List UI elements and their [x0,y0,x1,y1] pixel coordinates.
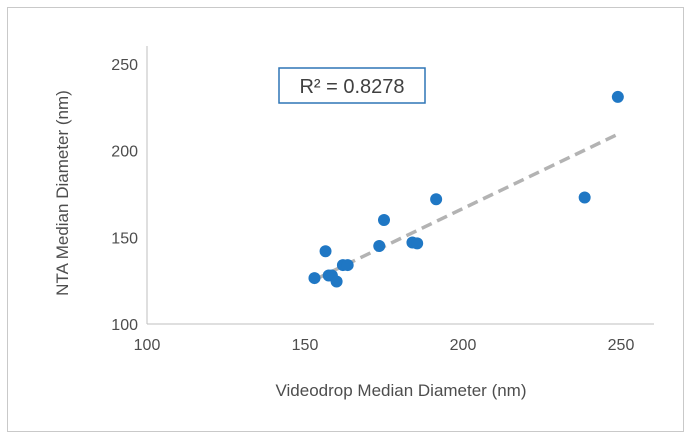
axes [146,46,654,325]
data-point [341,259,354,272]
r-squared-box [278,67,426,104]
r-squared-label: R² = 0.8278 [299,76,404,98]
r-squared-annotation: R² = 0.8278 [278,67,426,104]
x-axis-title: Videodrop Median Diameter (nm) [275,381,526,400]
data-point [578,191,591,204]
y-tick-label: 150 [111,230,138,247]
x-tick-label: 150 [292,337,319,354]
x-tick-label: 100 [134,337,161,354]
data-points [308,90,624,288]
y-tick-label: 100 [111,317,138,334]
data-point [430,193,443,206]
data-point [378,214,390,226]
data-point [308,272,321,285]
trendline-layer [313,132,619,282]
data-point [319,245,332,258]
x-tick-label: 200 [450,337,477,354]
y-axis-title: NTA Median Diameter (nm) [53,90,72,296]
data-point [330,275,343,288]
data-point [411,237,424,250]
scatter-chart: 100 150 200 250 100 150 200 250 R² = 0.8278 Vid… [53,46,654,400]
data-point [611,90,624,103]
tick-labels: 100 150 200 250 100 150 200 250 [111,57,634,354]
x-tick-label: 250 [608,337,635,354]
trendline [313,132,619,282]
chart-area: 100 150 200 250 100 150 200 250 R² = 0.8278 Vid… [7,7,684,432]
y-tick-label: 250 [111,57,138,74]
y-tick-label: 200 [111,144,138,161]
data-point [373,240,386,252]
